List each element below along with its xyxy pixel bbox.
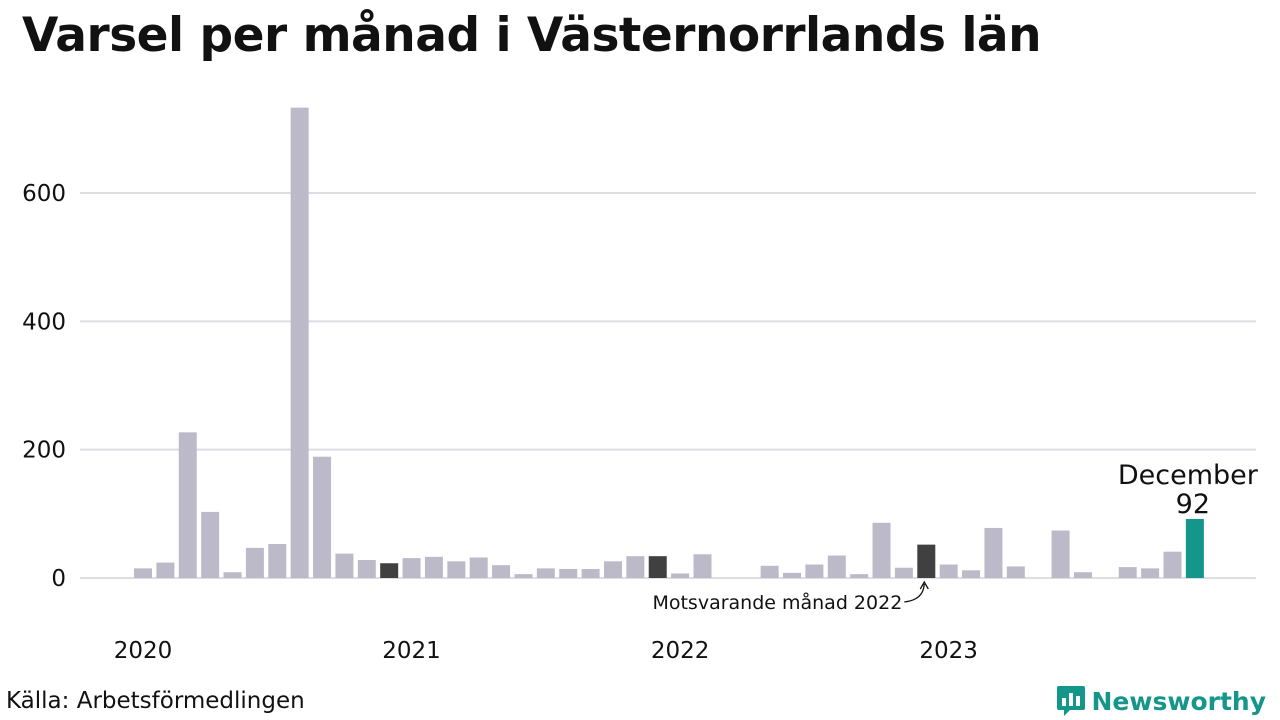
y-axis: 0 200 400 600: [22, 181, 66, 592]
bar-2020-09: [313, 456, 332, 578]
bar-2022-06: [783, 572, 802, 578]
x-tick-label: 2020: [114, 638, 173, 664]
bar-2022-10: [872, 522, 891, 578]
bar-2020-02: [156, 562, 175, 578]
x-axis: 2020 2021 2022 2023: [114, 638, 978, 664]
newsworthy-logo-icon: [1056, 686, 1085, 716]
bar-2021-03: [447, 561, 466, 578]
bar-2022-09: [850, 574, 869, 578]
bar-2020-06: [245, 547, 264, 578]
bar-2021-10: [603, 561, 622, 578]
bar-2020-04: [201, 511, 220, 578]
bar-2023-10: [1141, 568, 1160, 578]
bar-2020-08: [290, 107, 309, 579]
bar-2021-09: [581, 569, 600, 578]
y-tick-label: 200: [22, 438, 66, 464]
bar-2022-02: [693, 554, 712, 578]
bar-2020-01: [134, 568, 152, 578]
bar-2022-08: [827, 555, 846, 578]
bar-2022-05: [760, 565, 779, 578]
bar-2021-02: [424, 556, 443, 578]
y-tick-label: 600: [22, 181, 66, 207]
bar-2022-12: [917, 544, 936, 578]
bar-2023-06: [1051, 530, 1070, 578]
annotation-arrowhead: [919, 580, 929, 590]
bar-2021-05: [492, 565, 511, 578]
x-tick-label: 2022: [651, 638, 710, 664]
y-tick-label: 400: [22, 309, 66, 335]
source-text: Källa: Arbetsförmedlingen: [6, 688, 305, 714]
bar-2021-12: [648, 556, 667, 578]
bar-2022-01: [671, 573, 690, 578]
bar-2020-12: [380, 563, 399, 578]
bar-2023-07: [1073, 572, 1092, 578]
bar-2020-10: [335, 553, 354, 578]
x-tick-label: 2023: [919, 638, 978, 664]
bars: [134, 107, 1204, 579]
grid-lines: [80, 192, 1256, 579]
bar-2023-04: [1006, 566, 1025, 578]
bar-2020-03: [178, 432, 197, 578]
bar-2021-07: [536, 568, 555, 578]
bar-2020-07: [268, 543, 287, 578]
bar-2021-08: [559, 569, 578, 578]
bar-2023-01: [939, 564, 958, 578]
bar-2020-05: [223, 572, 242, 578]
bar-2023-09: [1118, 567, 1137, 578]
bar-2023-03: [984, 527, 1003, 578]
bar-2023-02: [962, 570, 981, 578]
bar-2021-06: [514, 574, 533, 578]
newsworthy-logo[interactable]: Newsworthy: [1056, 684, 1267, 718]
bar-2023-11: [1163, 551, 1182, 578]
bar-2020-11: [357, 560, 376, 578]
bar-2023-12: [1185, 518, 1204, 578]
bar-2022-11: [894, 567, 913, 578]
bar-2021-11: [626, 556, 645, 578]
y-tick-label: 0: [51, 566, 66, 592]
highlight-value: 92: [1176, 489, 1210, 520]
chart-title: Varsel per månad i Västernorrlands län: [22, 8, 1042, 63]
annotation-arrow: [904, 583, 925, 603]
annotation-text: Motsvarande månad 2022: [652, 591, 902, 614]
bar-2022-07: [805, 564, 824, 578]
brand-name: Newsworthy: [1091, 686, 1267, 716]
bar-2021-04: [469, 557, 488, 578]
bar-2021-01: [402, 558, 421, 578]
highlight-label: December: [1118, 460, 1259, 491]
x-tick-label: 2021: [382, 638, 441, 664]
